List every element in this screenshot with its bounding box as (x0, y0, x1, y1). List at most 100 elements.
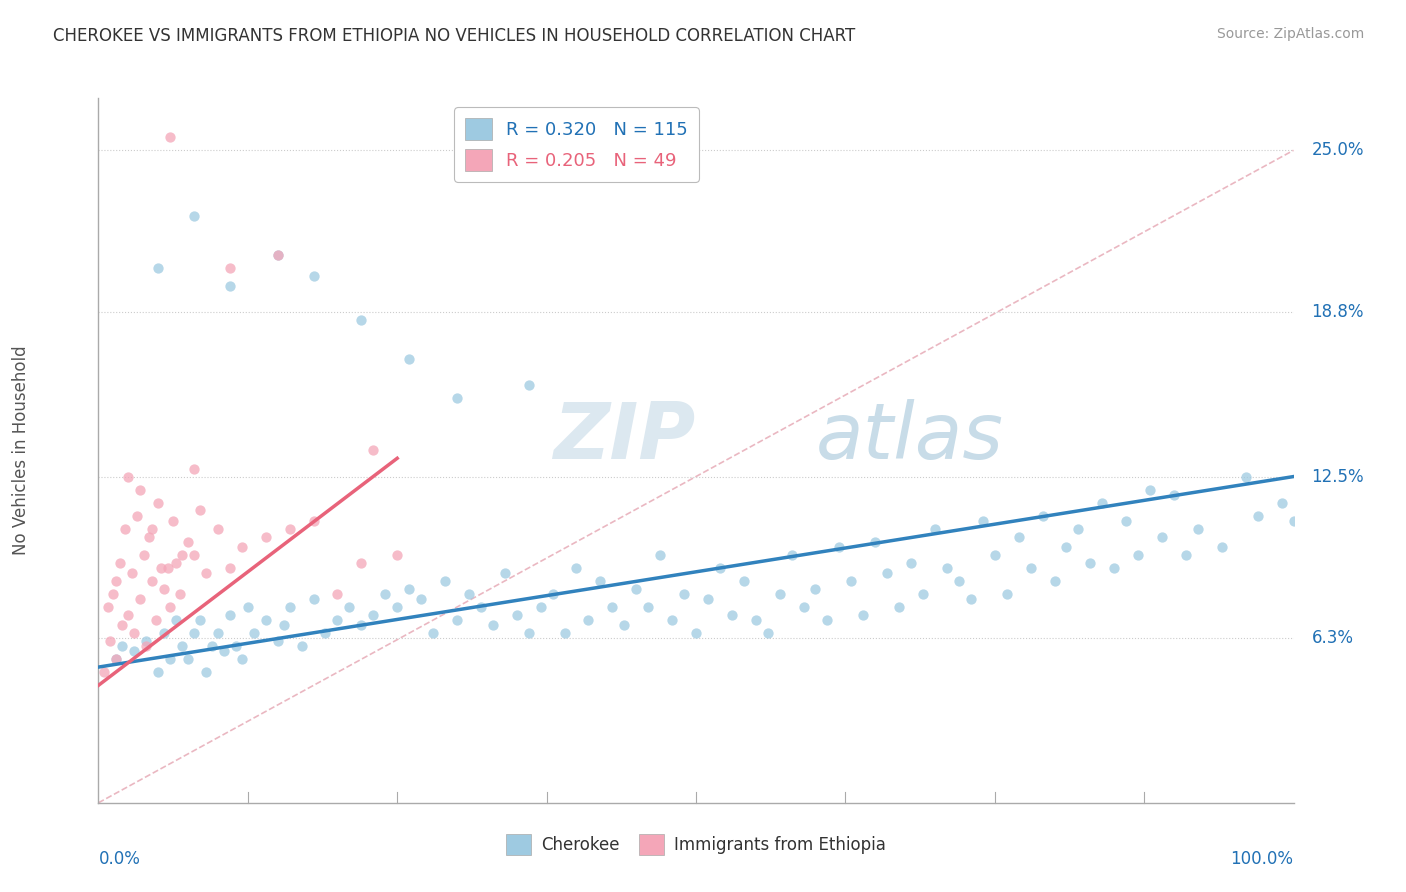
Point (339, 600, 361, 615)
Point (267, 248, 290, 262)
Point (291, 639, 314, 653)
Point (565, 561, 588, 575)
Point (302, 268, 325, 283)
Point (117, 607, 139, 622)
Point (165, 556, 187, 570)
Point (398, 582, 420, 596)
Point (201, 639, 224, 653)
Point (207, 522, 229, 536)
Text: atlas: atlas (815, 400, 1004, 475)
Point (1152, 530, 1174, 544)
Point (422, 626, 444, 640)
Point (554, 626, 576, 640)
Point (219, 260, 242, 275)
Point (141, 574, 163, 588)
Point (105, 652, 128, 666)
Point (1187, 522, 1209, 536)
Text: 6.3%: 6.3% (1312, 630, 1354, 648)
Point (326, 613, 349, 627)
Point (98, 634, 122, 648)
Point (506, 607, 529, 622)
Point (183, 209, 205, 223)
Point (1211, 540, 1233, 554)
Point (159, 652, 181, 666)
Point (517, 378, 540, 392)
Point (117, 469, 139, 483)
Point (172, 548, 194, 562)
Point (254, 613, 277, 627)
Point (350, 313, 373, 327)
Point (756, 626, 779, 640)
Point (650, 548, 672, 562)
Point (1056, 540, 1078, 554)
Text: 25.0%: 25.0% (1312, 141, 1364, 160)
Point (363, 607, 385, 622)
Point (172, 639, 194, 653)
Point (231, 540, 253, 554)
Point (93, 665, 115, 680)
Point (769, 587, 792, 601)
Point (183, 626, 205, 640)
Point (278, 600, 301, 615)
Point (1115, 514, 1137, 528)
Point (434, 574, 457, 588)
Point (153, 582, 176, 596)
Point (900, 556, 922, 570)
Point (613, 618, 636, 632)
Point (1067, 522, 1090, 536)
Text: ZIP: ZIP (553, 400, 695, 475)
Point (852, 607, 875, 622)
Point (148, 665, 170, 680)
Point (302, 592, 325, 607)
Point (841, 574, 863, 588)
Point (156, 561, 179, 575)
Point (219, 561, 242, 575)
Point (236, 600, 259, 615)
Point (804, 582, 827, 596)
Point (793, 600, 815, 615)
Point (195, 665, 218, 680)
Point (141, 522, 163, 536)
Point (225, 639, 247, 653)
Point (1163, 488, 1185, 502)
Point (1104, 561, 1126, 575)
Point (124, 626, 146, 640)
Point (1175, 548, 1198, 562)
Point (745, 613, 768, 627)
Point (111, 618, 134, 632)
Point (411, 592, 433, 607)
Point (685, 626, 707, 640)
Point (602, 600, 624, 615)
Point (267, 634, 290, 648)
Point (1043, 574, 1066, 588)
Point (195, 566, 218, 581)
Point (148, 496, 170, 510)
Point (149, 561, 172, 575)
Legend: Cherokee, Immigrants from Ethiopia: Cherokee, Immigrants from Ethiopia (499, 828, 893, 862)
Text: No Vehicles in Household: No Vehicles in Household (11, 345, 30, 556)
Point (153, 626, 176, 640)
Point (1139, 483, 1161, 497)
Point (470, 600, 492, 615)
Text: 12.5%: 12.5% (1312, 467, 1364, 485)
Point (876, 566, 898, 581)
Point (960, 592, 983, 607)
Text: 100.0%: 100.0% (1230, 850, 1294, 868)
Point (278, 522, 301, 536)
Point (1080, 556, 1102, 570)
Point (924, 522, 946, 536)
Point (129, 592, 152, 607)
Point (578, 613, 600, 627)
Point (243, 626, 266, 640)
Point (780, 548, 803, 562)
Point (177, 534, 200, 549)
Text: CHEROKEE VS IMMIGRANTS FROM ETHIOPIA NO VEHICLES IN HOUSEHOLD CORRELATION CHART: CHEROKEE VS IMMIGRANTS FROM ETHIOPIA NO … (53, 27, 856, 45)
Point (398, 352, 420, 367)
Point (212, 644, 235, 658)
Point (129, 483, 152, 497)
Point (936, 561, 959, 575)
Point (995, 587, 1018, 601)
Point (101, 587, 124, 601)
Point (207, 626, 229, 640)
Point (159, 130, 181, 145)
